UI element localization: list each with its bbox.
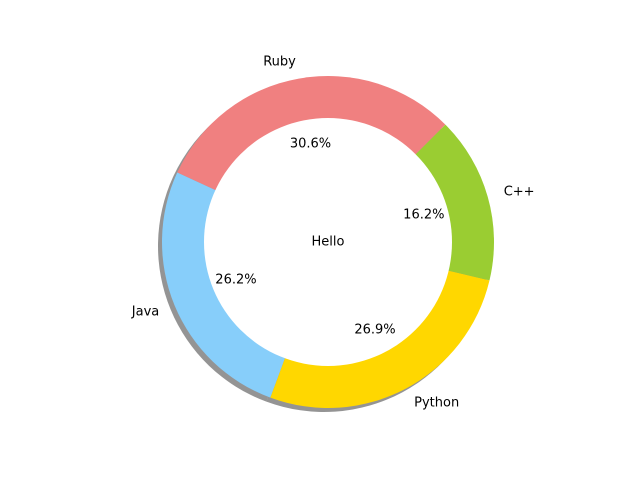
slice-percent-ruby: 30.6% (290, 136, 331, 151)
slice-label-java: Java (131, 304, 159, 319)
slice-percent-labels: 30.6% 26.2% 26.9% 16.2% (215, 136, 444, 337)
slice-label-ruby: Ruby (263, 55, 296, 70)
slice-label-cpp: C++ (504, 185, 535, 200)
center-label: Hello (312, 235, 345, 250)
slice-percent-cpp: 16.2% (403, 207, 444, 222)
donut-hole (204, 118, 452, 366)
slice-percent-java: 26.2% (215, 273, 256, 288)
slice-label-python: Python (414, 395, 459, 410)
slice-labels: Ruby Java Python C++ (131, 55, 535, 411)
slice-percent-python: 26.9% (354, 322, 395, 337)
